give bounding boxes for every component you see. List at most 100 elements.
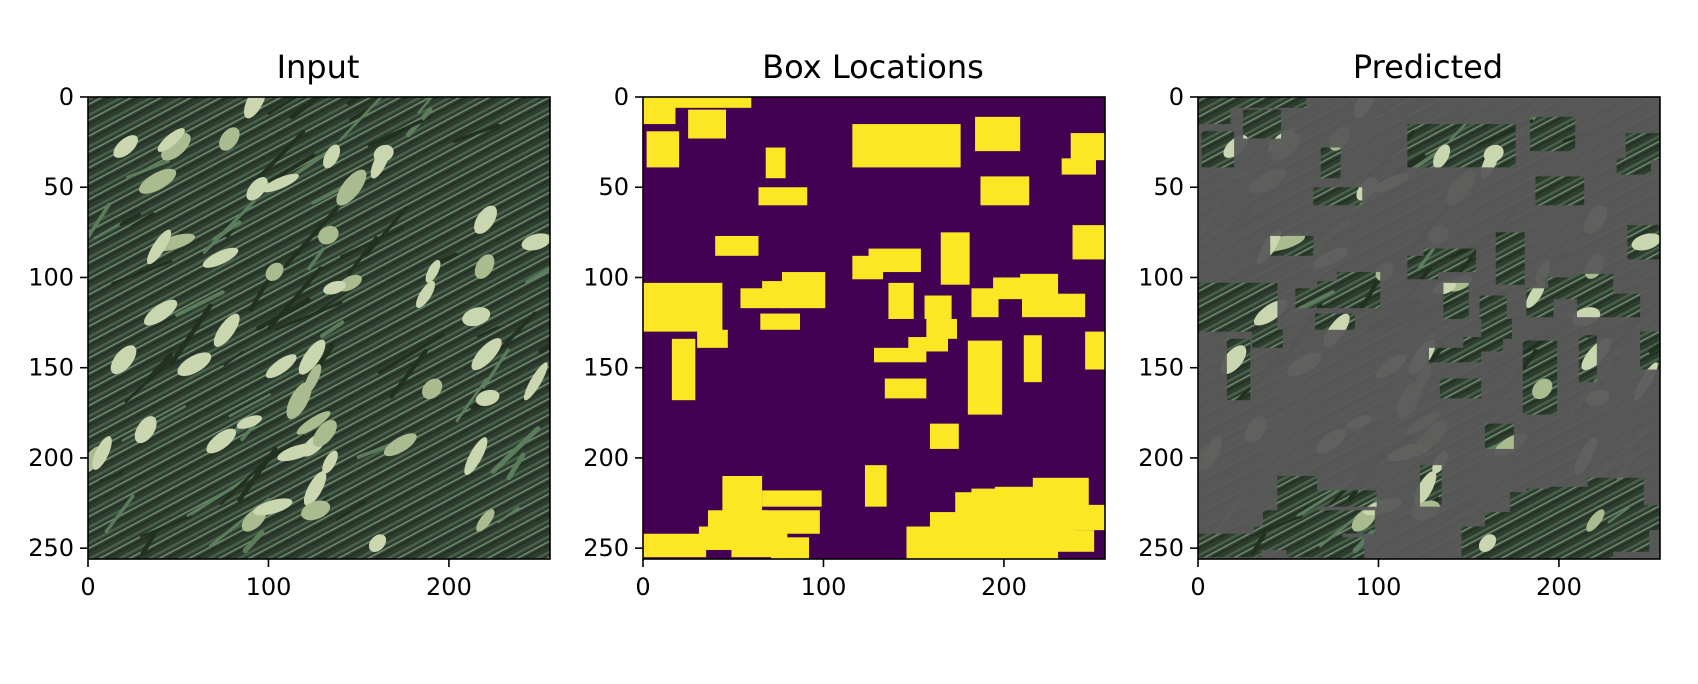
y-tick-label: 0 — [59, 83, 74, 111]
wheat-ear — [146, 229, 172, 265]
box-cell — [888, 282, 914, 319]
wheat-ear — [476, 509, 495, 532]
wheat-ear — [298, 339, 326, 375]
wheat-ear — [161, 133, 191, 161]
leaf — [119, 212, 141, 227]
leaf — [364, 206, 409, 257]
leaf — [219, 460, 266, 506]
box-cell — [715, 235, 759, 256]
wheat-ear — [92, 436, 112, 470]
box-cell — [643, 533, 707, 558]
axes-frame — [1197, 96, 1661, 560]
box-cell — [874, 347, 927, 363]
plot-area — [1198, 97, 1660, 559]
box-cell — [924, 295, 952, 319]
leaf — [455, 377, 488, 423]
box-cell — [1070, 133, 1105, 161]
leaf — [335, 500, 367, 521]
leaf — [88, 202, 111, 239]
leaf — [389, 348, 428, 399]
x-tick-label: 200 — [426, 573, 472, 601]
box-cell — [929, 423, 959, 449]
box-cell — [688, 109, 727, 139]
leaf — [497, 506, 520, 524]
leaf — [525, 266, 550, 284]
wheat-ear — [265, 354, 297, 379]
wheat-ear — [143, 299, 178, 326]
plot-area — [643, 97, 1105, 559]
box-cell — [980, 176, 1030, 206]
x-tick-label: 0 — [635, 573, 650, 601]
grey-fill — [1198, 97, 1660, 559]
y-tick-label: 200 — [583, 444, 629, 472]
leaf — [347, 236, 378, 275]
leaf — [289, 97, 322, 120]
leaf — [266, 434, 305, 463]
box-cell — [697, 329, 728, 348]
wheat-ear — [383, 433, 417, 457]
y-tick-label: 50 — [1153, 173, 1184, 201]
wheat-ear — [322, 450, 338, 474]
wheat-ear — [474, 205, 498, 234]
wheat-ear — [475, 389, 500, 406]
box-cell — [758, 187, 808, 206]
box-cell — [926, 318, 958, 339]
leaf — [223, 350, 244, 367]
wheat-ear — [246, 177, 268, 201]
wheat-ear — [471, 338, 502, 371]
box-cell — [646, 131, 680, 168]
y-tick-label: 200 — [28, 444, 74, 472]
box-cell — [671, 338, 696, 401]
wheat-ear — [462, 307, 491, 327]
box-cell — [868, 248, 921, 273]
leaf — [175, 290, 225, 317]
box-cell — [765, 147, 786, 179]
wheat-ear — [416, 281, 436, 308]
axes-frame — [87, 96, 551, 560]
leaf — [111, 260, 173, 285]
y-tick-label: 150 — [1138, 354, 1184, 382]
wheat-ear — [336, 169, 367, 206]
panel-title-box-locations: Box Locations — [762, 48, 984, 86]
box-cell — [967, 512, 1022, 559]
leaf — [307, 286, 355, 319]
wheat-ear — [177, 352, 212, 377]
leaf — [377, 332, 445, 375]
wheat-ear — [303, 471, 327, 506]
y-tick-label: 150 — [28, 354, 74, 382]
leaf — [124, 349, 183, 403]
wheat-ear — [301, 500, 331, 521]
box-cell — [781, 272, 826, 309]
plot-area — [88, 97, 550, 559]
leaf — [476, 326, 500, 338]
leaf — [307, 247, 325, 271]
wheat-ear — [253, 498, 293, 516]
wheat-ear — [113, 135, 139, 158]
box-cell — [1020, 273, 1059, 296]
box-cell — [771, 537, 810, 559]
leaf — [139, 515, 193, 538]
x-tick-label: 200 — [1536, 573, 1582, 601]
wheat-ear — [206, 428, 237, 454]
x-tick-label: 100 — [801, 573, 847, 601]
y-tick-label: 50 — [598, 173, 629, 201]
box-cell — [884, 378, 927, 399]
box-cell — [993, 277, 1024, 300]
axes-predicted: 0 100 200 0 50 100 150 200 250 — [1138, 83, 1661, 601]
x-tick-label: 100 — [1356, 573, 1402, 601]
leaf — [267, 97, 299, 116]
box-cell — [762, 490, 822, 507]
x-tick-label: 200 — [981, 573, 1027, 601]
wheat-ear — [157, 128, 185, 152]
leaf — [242, 530, 265, 554]
panel-input: Input 0 100 200 0 50 100 150 200 250 — [28, 48, 551, 601]
wheat-ear — [312, 419, 337, 447]
leaf — [237, 446, 278, 503]
wheat-ear — [464, 437, 488, 475]
leaf — [268, 153, 316, 184]
leaf — [367, 119, 424, 147]
wheat-ear — [213, 313, 240, 347]
axes-box-locations: 0 100 200 0 50 100 150 200 250 — [583, 83, 1106, 601]
box-cell — [643, 282, 723, 332]
